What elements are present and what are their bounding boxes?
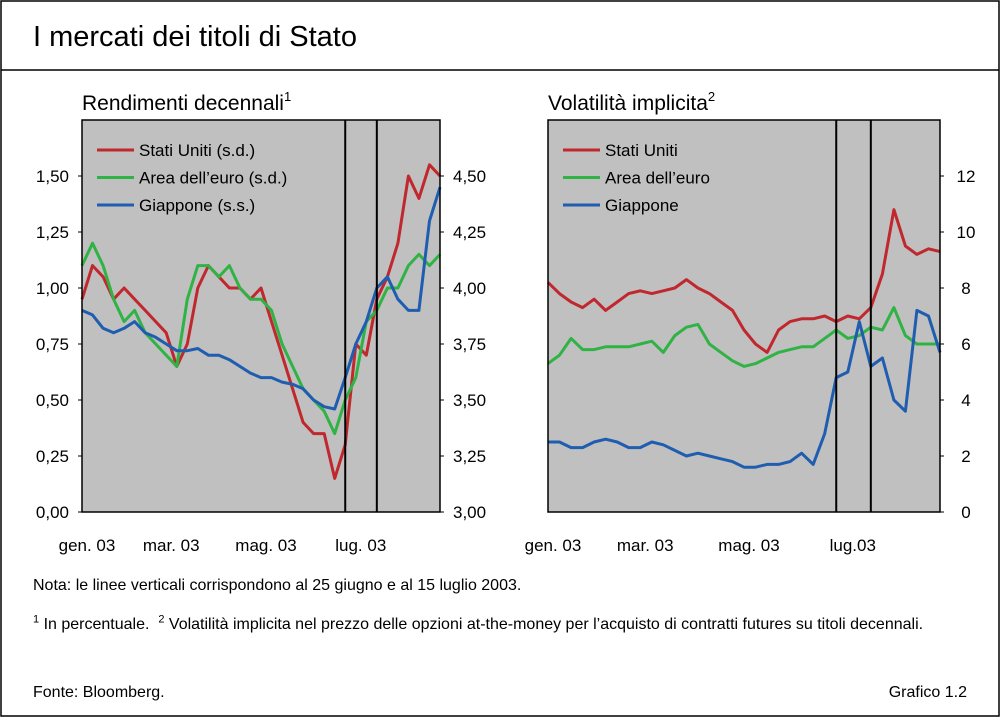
x-tick-label: mag. 03 bbox=[235, 536, 296, 555]
subtitle-text: Volatilità implicita bbox=[548, 92, 708, 115]
subtitle: Volatilità implicita2 bbox=[548, 89, 715, 115]
y-tick-label: 4,25 bbox=[453, 223, 486, 242]
x-tick-label: mar. 03 bbox=[143, 536, 200, 555]
y-tick-label: 3,00 bbox=[453, 503, 486, 522]
series-line bbox=[80, 163, 442, 480]
plot-area bbox=[82, 120, 440, 512]
y-tick-label: 12 bbox=[957, 167, 976, 186]
note: Nota: le linee verticali corrispondono a… bbox=[33, 577, 521, 594]
legend-label: Area dell’euro bbox=[605, 169, 710, 188]
subtitle-note: 2 bbox=[708, 89, 715, 104]
plot-frame bbox=[547, 119, 941, 513]
x-tick-label: gen. 03 bbox=[59, 536, 116, 555]
x-tick-label: mag. 03 bbox=[718, 536, 779, 555]
y-tick-label: 0,75 bbox=[36, 335, 69, 354]
y-tick-label: 0,00 bbox=[36, 503, 69, 522]
y-tick-label: 10 bbox=[957, 223, 976, 242]
y-tick-label: 3,75 bbox=[453, 335, 486, 354]
plot-area bbox=[548, 120, 940, 512]
y-tick-label: 2 bbox=[961, 447, 970, 466]
legend-label: Giappone (s.s.) bbox=[139, 196, 255, 215]
legend-label: Stati Uniti bbox=[605, 141, 678, 160]
footnote-mark: 2 bbox=[158, 613, 165, 626]
y-tick-label: 3,50 bbox=[453, 391, 486, 410]
y-tick-label: 1,25 bbox=[36, 223, 69, 242]
legend-label: Stati Uniti (s.d.) bbox=[139, 141, 255, 160]
subtitle-text: Rendimenti decennali bbox=[82, 92, 284, 115]
y-tick-label: 4,50 bbox=[453, 167, 486, 186]
y-tick-label: 8 bbox=[961, 279, 970, 298]
y-tick-label: 3,25 bbox=[453, 447, 486, 466]
footnote-text: Volatilità implicita nel prezzo delle op… bbox=[168, 616, 924, 633]
x-tick-label: lug. 03 bbox=[335, 536, 386, 555]
legend-label: Giappone bbox=[605, 196, 679, 215]
x-tick-label: mar. 03 bbox=[617, 536, 674, 555]
y-tick-label: 4 bbox=[961, 391, 970, 410]
series-line bbox=[548, 308, 942, 469]
x-tick-label: gen. 03 bbox=[525, 536, 582, 555]
source: Fonte: Bloomberg. bbox=[33, 684, 165, 701]
y-tick-label: 0,50 bbox=[36, 391, 69, 410]
x-tick-label: lug.03 bbox=[830, 536, 876, 555]
figure-label: Grafico 1.2 bbox=[889, 684, 967, 701]
footnote-mark: 1 bbox=[33, 613, 40, 626]
y-tick-label: 0 bbox=[961, 503, 970, 522]
plot-frame bbox=[81, 119, 441, 513]
y-tick-label: 6 bbox=[961, 335, 970, 354]
series-line bbox=[81, 186, 442, 411]
series-line bbox=[80, 241, 442, 436]
page-title: I mercati dei titoli di Stato bbox=[33, 21, 357, 53]
y-tick-label: 1,50 bbox=[36, 167, 69, 186]
footnotes: 1 In percentuale. 2 Volatilità implicita… bbox=[33, 613, 967, 637]
series-line bbox=[546, 208, 941, 354]
series-line bbox=[547, 306, 940, 368]
footnote-text: In percentuale. bbox=[43, 616, 150, 633]
y-tick-label: 0,25 bbox=[36, 447, 69, 466]
y-tick-label: 4,00 bbox=[453, 279, 486, 298]
y-tick-label: 1,00 bbox=[36, 279, 69, 298]
legend-label: Area dell’euro (s.d.) bbox=[139, 169, 287, 188]
subtitle-note: 1 bbox=[284, 89, 291, 104]
subtitle: Rendimenti decennali1 bbox=[82, 89, 291, 115]
